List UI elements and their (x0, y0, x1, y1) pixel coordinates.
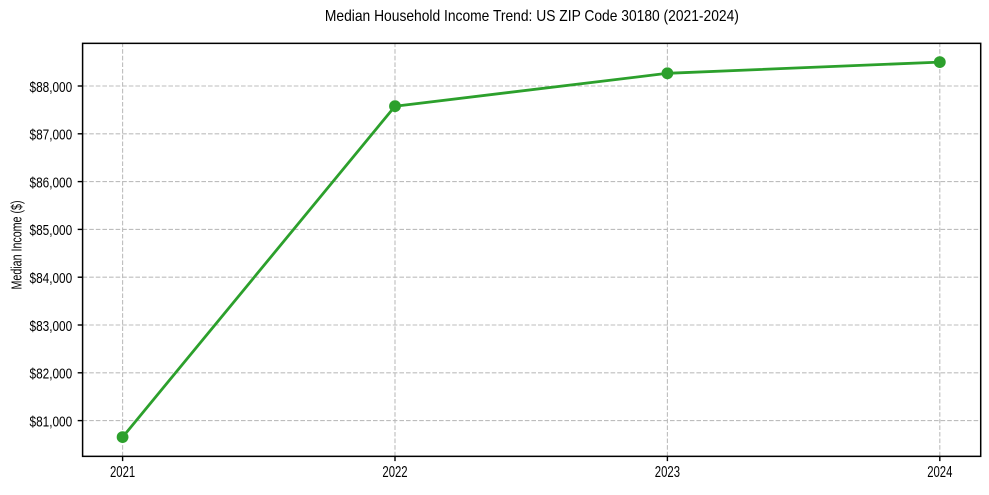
svg-text:2021: 2021 (110, 464, 135, 481)
svg-text:Median Household Income Trend:: Median Household Income Trend: US ZIP Co… (325, 7, 739, 25)
svg-text:$86,000: $86,000 (30, 174, 73, 191)
svg-text:$83,000: $83,000 (30, 318, 73, 335)
svg-text:$85,000: $85,000 (30, 222, 73, 239)
svg-text:$88,000: $88,000 (30, 79, 73, 96)
svg-text:2023: 2023 (655, 464, 680, 481)
svg-text:2022: 2022 (382, 464, 407, 481)
svg-text:$82,000: $82,000 (30, 366, 73, 383)
svg-text:$81,000: $81,000 (30, 413, 73, 430)
svg-text:2024: 2024 (927, 464, 952, 481)
svg-text:$84,000: $84,000 (30, 270, 73, 287)
svg-text:Median Income ($): Median Income ($) (10, 201, 26, 290)
svg-text:$87,000: $87,000 (30, 127, 73, 144)
